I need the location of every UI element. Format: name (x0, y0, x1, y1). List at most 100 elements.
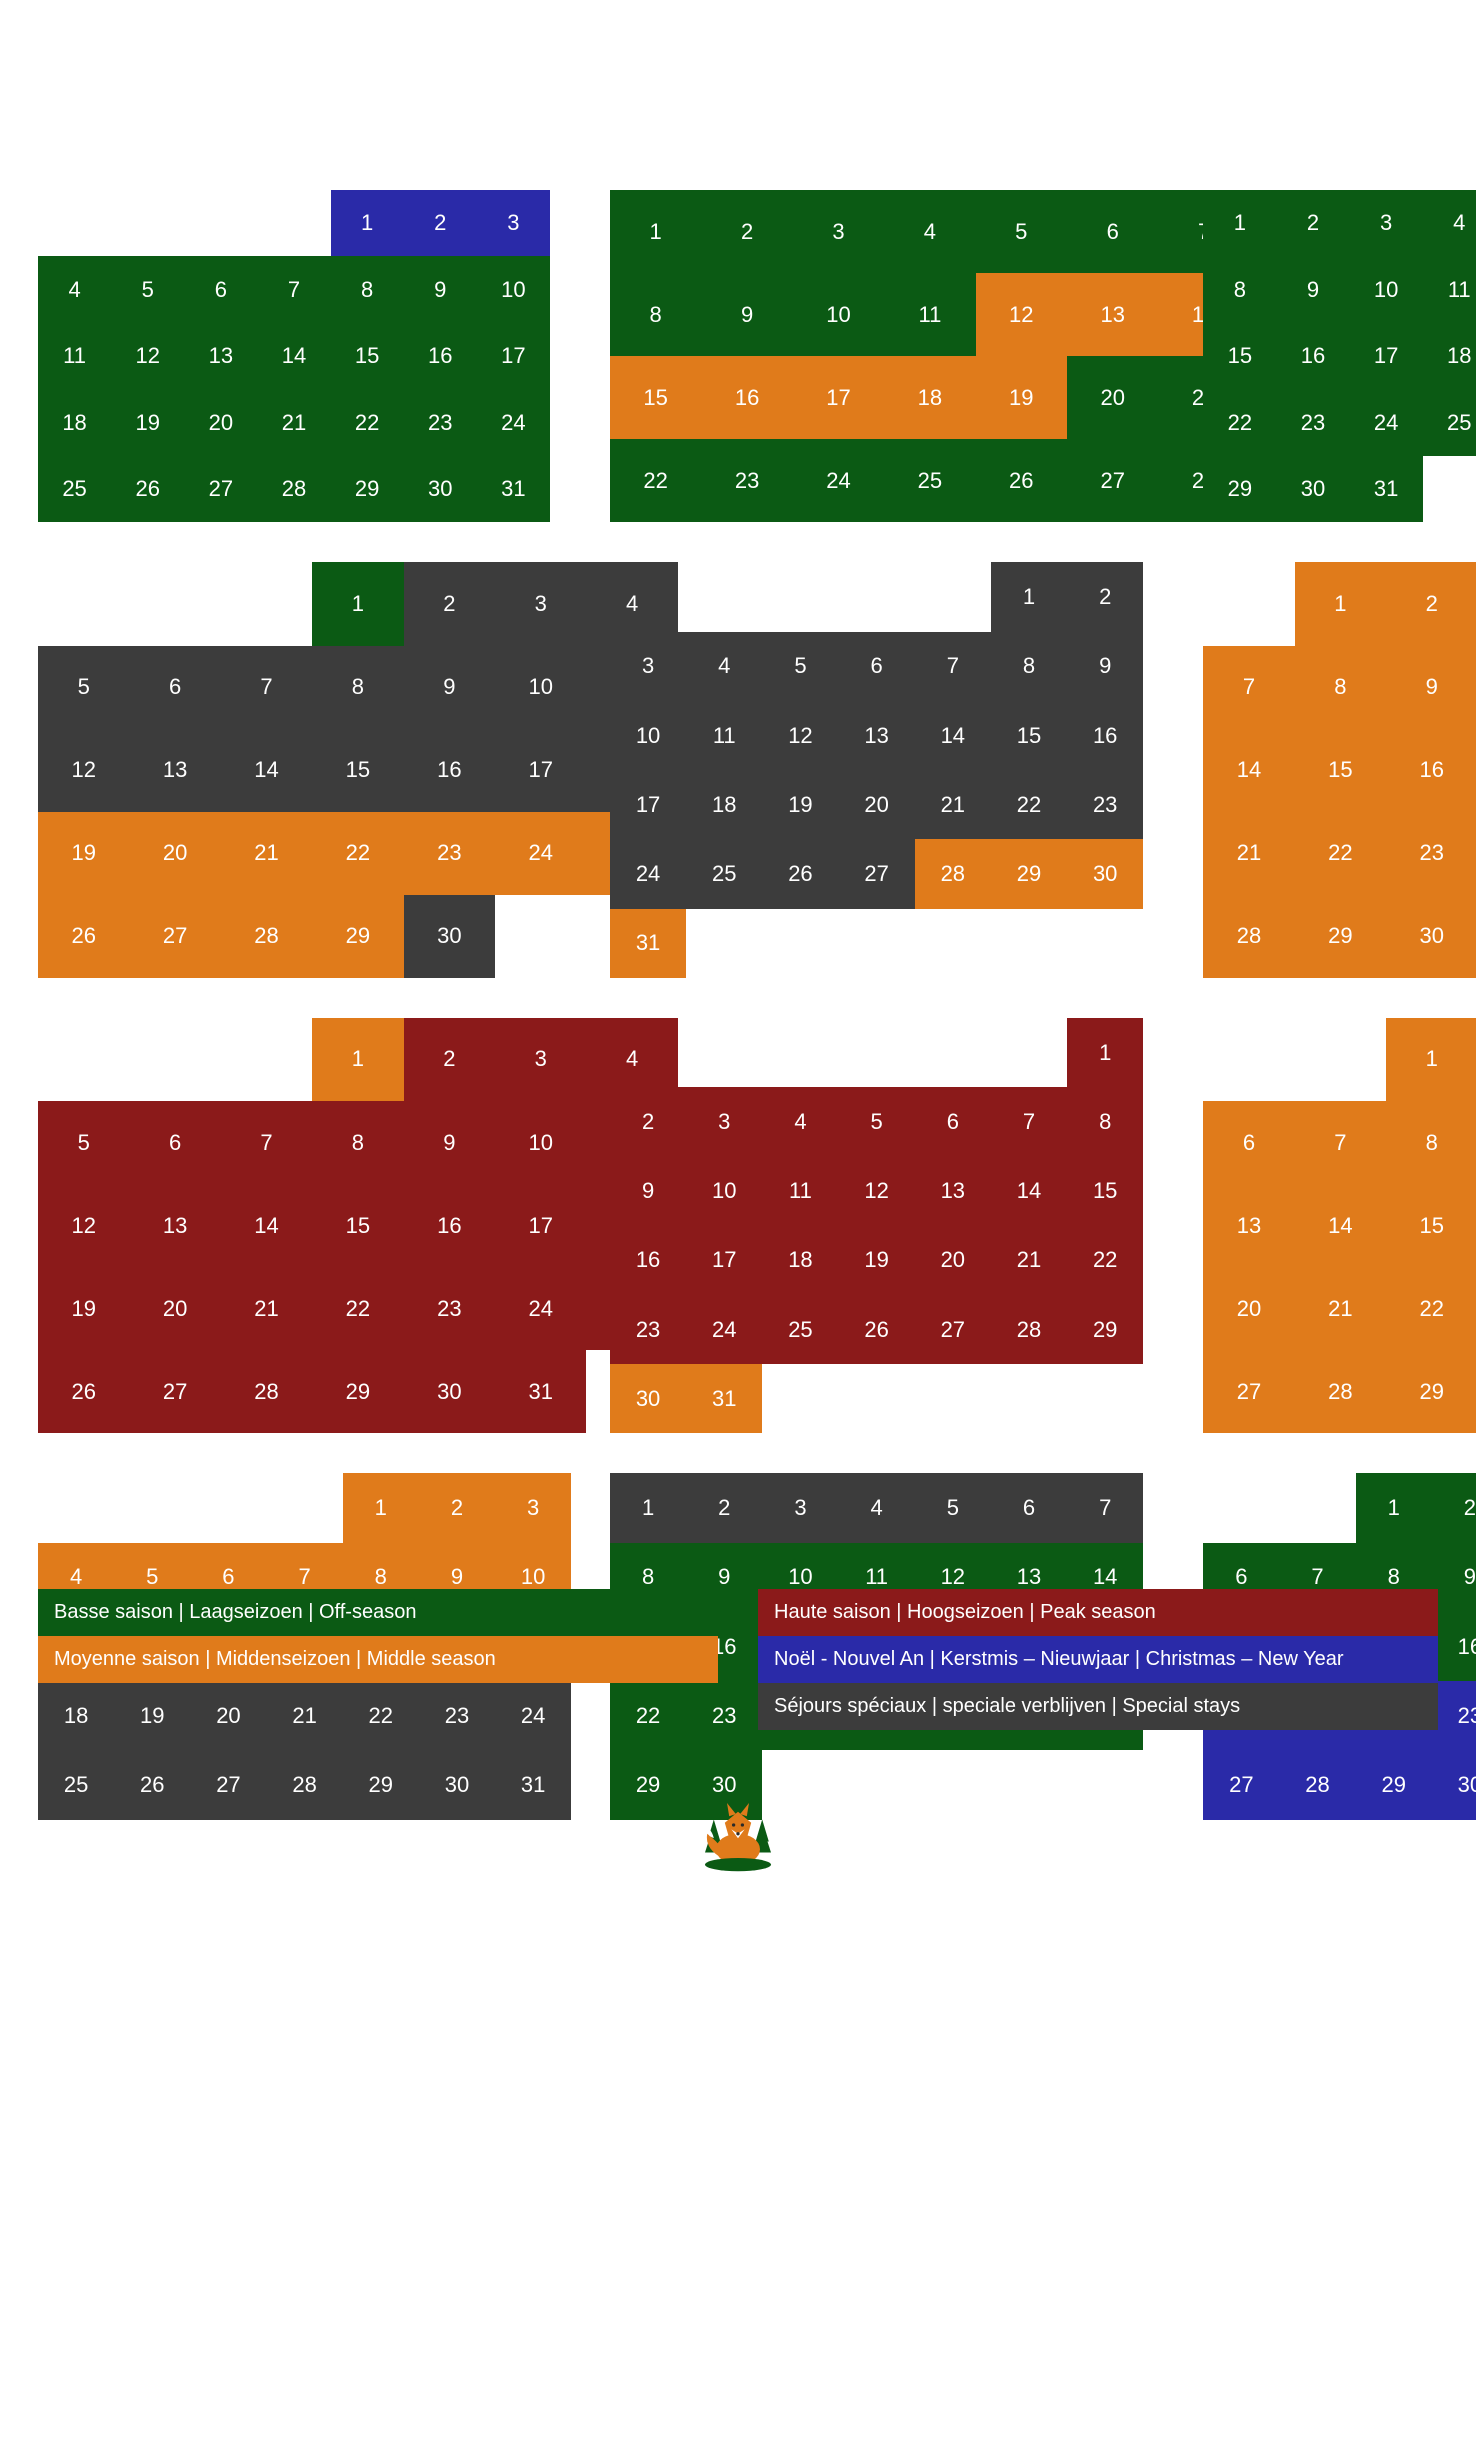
day-cell: 2 (1432, 1473, 1476, 1542)
day-cell: 10 (495, 646, 586, 729)
day-cell: 9 (1276, 256, 1349, 322)
day-cell: 26 (762, 839, 838, 908)
empty-cell (610, 562, 686, 631)
day-cell: 7 (915, 632, 991, 701)
day-cell: 26 (38, 1350, 129, 1433)
day-cell: 12 (111, 323, 184, 389)
day-cell: 23 (1276, 389, 1349, 455)
day-cell: 7 (221, 1101, 312, 1184)
day-cell: 16 (1276, 323, 1349, 389)
month-january: 1234567891011121314151617181920212223242… (38, 190, 550, 522)
day-cell: 5 (762, 632, 838, 701)
day-cell: 28 (915, 839, 991, 908)
empty-cell (38, 1018, 129, 1101)
day-cell: 30 (404, 456, 477, 522)
day-cell: 1 (610, 190, 701, 273)
day-cell: 21 (221, 812, 312, 895)
day-cell: 3 (477, 190, 550, 256)
day-cell: 6 (915, 1087, 991, 1156)
day-cell: 9 (610, 1156, 686, 1225)
day-cell: 24 (793, 439, 884, 522)
day-cell: 28 (1203, 895, 1294, 978)
day-cell: 16 (404, 323, 477, 389)
day-cell: 11 (38, 323, 111, 389)
empty-cell (129, 562, 220, 645)
legend-item: Séjours spéciaux | speciale verblijven |… (758, 1683, 1438, 1730)
day-cell: 4 (839, 1473, 915, 1542)
day-cell: 30 (1386, 895, 1476, 978)
day-cell: 22 (991, 770, 1067, 839)
day-cell: 7 (221, 646, 312, 729)
day-cell: 12 (976, 273, 1067, 356)
day-cell: 17 (495, 729, 586, 812)
day-cell: 7 (1203, 646, 1294, 729)
day-cell: 1 (1203, 190, 1276, 256)
day-cell: 20 (129, 812, 220, 895)
empty-cell (1203, 1018, 1294, 1101)
day-cell: 21 (991, 1226, 1067, 1295)
day-cell: 19 (111, 389, 184, 455)
day-cell: 31 (610, 909, 686, 978)
empty-cell (267, 1473, 343, 1542)
day-cell: 1 (312, 1018, 403, 1101)
day-cell: 27 (1203, 1750, 1279, 1819)
day-cell: 29 (1067, 1295, 1143, 1364)
day-cell: 8 (312, 646, 403, 729)
day-cell: 10 (495, 1101, 586, 1184)
day-cell: 19 (839, 1226, 915, 1295)
day-cell: 20 (915, 1226, 991, 1295)
day-cell: 22 (312, 812, 403, 895)
day-cell: 2 (686, 1473, 762, 1542)
day-cell: 29 (331, 456, 404, 522)
day-cell: 13 (839, 701, 915, 770)
day-cell: 20 (129, 1267, 220, 1350)
day-cell: 24 (610, 839, 686, 908)
day-cell: 6 (1203, 1101, 1294, 1184)
day-cell: 11 (1423, 256, 1476, 322)
day-cell: 12 (38, 729, 129, 812)
day-cell: 30 (404, 895, 495, 978)
day-cell: 3 (495, 562, 586, 645)
day-cell: 22 (312, 1267, 403, 1350)
day-cell: 3 (762, 1473, 838, 1542)
day-cell: 1 (1295, 562, 1386, 645)
day-cell: 25 (1423, 389, 1476, 455)
day-cell: 26 (839, 1295, 915, 1364)
day-cell: 29 (343, 1750, 419, 1819)
month-june: 1234567891011121314151617181920212223242… (1203, 562, 1476, 978)
day-cell: 15 (331, 323, 404, 389)
day-cell: 29 (312, 895, 403, 978)
day-cell: 6 (129, 1101, 220, 1184)
day-cell: 19 (38, 1267, 129, 1350)
day-cell: 19 (976, 356, 1067, 439)
day-cell: 8 (991, 632, 1067, 701)
day-cell: 31 (1350, 456, 1423, 522)
day-cell: 28 (221, 1350, 312, 1433)
day-cell: 23 (1067, 770, 1143, 839)
day-cell: 10 (477, 256, 550, 322)
day-cell: 27 (839, 839, 915, 908)
day-cell: 27 (1203, 1350, 1294, 1433)
day-cell: 23 (1386, 812, 1476, 895)
empty-cell (184, 190, 257, 256)
day-cell: 13 (1067, 273, 1158, 356)
day-cell: 26 (114, 1750, 190, 1819)
day-cell: 15 (1203, 323, 1276, 389)
day-cell: 21 (915, 770, 991, 839)
day-cell: 8 (1295, 646, 1386, 729)
empty-cell (1203, 1473, 1279, 1542)
empty-cell (915, 562, 991, 631)
day-cell: 5 (839, 1087, 915, 1156)
day-cell: 15 (610, 356, 701, 439)
day-cell: 28 (991, 1295, 1067, 1364)
day-cell: 5 (38, 646, 129, 729)
day-cell: 20 (839, 770, 915, 839)
day-cell: 3 (495, 1473, 571, 1542)
day-cell: 10 (686, 1156, 762, 1225)
day-cell: 3 (1350, 190, 1423, 256)
day-cell: 24 (495, 1267, 586, 1350)
day-cell: 26 (976, 439, 1067, 522)
day-cell: 9 (404, 256, 477, 322)
day-cell: 13 (129, 729, 220, 812)
calendar-grid: 1234567891011121314151617181920212223242… (38, 190, 1438, 1529)
